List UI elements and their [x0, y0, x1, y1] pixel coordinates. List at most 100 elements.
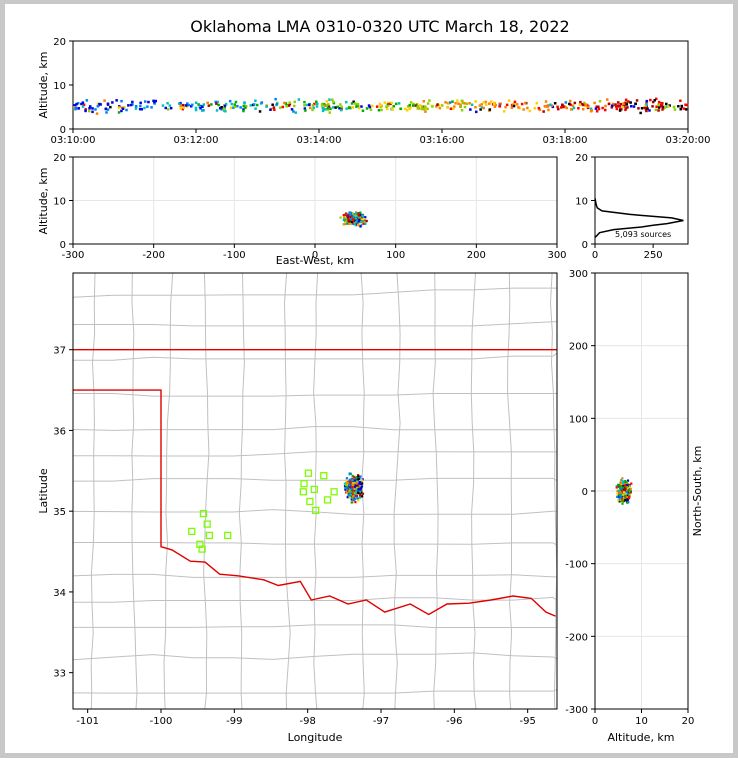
source-point [624, 98, 628, 102]
source-point [459, 104, 462, 108]
source-point [431, 105, 434, 108]
source-point [615, 107, 619, 111]
source-point [350, 221, 353, 224]
source-point [379, 104, 383, 107]
east-west-sources [339, 211, 368, 228]
source-point [352, 477, 355, 481]
source-point [607, 102, 611, 106]
source-point [357, 106, 361, 110]
east-west-panel: -300 -200 -100 0 100 200 300 0 10 20 East-West, k… [37, 153, 567, 267]
source-point [357, 474, 360, 477]
time-tick-label: 03:12:00 [174, 135, 219, 146]
county-line [72, 509, 557, 515]
source-point [377, 109, 381, 112]
source-point [595, 105, 598, 108]
source-point [355, 484, 359, 487]
source-point [345, 212, 348, 215]
source-point [353, 102, 357, 105]
source-point [380, 108, 383, 112]
source-point [359, 481, 362, 484]
source-point [326, 106, 330, 110]
source-point [535, 101, 538, 105]
north-south-ylabel: North-South, km [691, 446, 704, 537]
source-point [84, 108, 87, 111]
source-point [680, 104, 683, 108]
source-point [406, 105, 410, 108]
source-point [348, 496, 351, 499]
source-point [512, 104, 516, 108]
source-point [383, 101, 386, 104]
source-point [186, 102, 189, 105]
source-point [219, 107, 222, 110]
source-point [228, 99, 232, 103]
source-point [568, 102, 571, 106]
source-point [601, 106, 604, 110]
source-point [358, 214, 361, 217]
source-point [343, 218, 346, 221]
source-point [311, 104, 315, 107]
source-point [269, 108, 272, 111]
source-point [627, 492, 630, 495]
oklahoma-state-boundary [73, 389, 556, 617]
source-point [127, 104, 130, 107]
source-point [161, 104, 165, 107]
source-point [619, 491, 622, 494]
north-south-tick-label: 300 [569, 269, 588, 280]
source-point [682, 107, 686, 110]
north-south-tick-label: 100 [569, 414, 588, 425]
source-point [332, 101, 336, 105]
source-point [232, 106, 235, 109]
source-point [449, 107, 453, 110]
source-point [628, 485, 631, 488]
source-point [625, 481, 628, 484]
source-point [348, 213, 351, 216]
source-point [361, 482, 364, 485]
source-point [96, 102, 100, 106]
source-point [665, 105, 669, 108]
altitude-tick-label: 10 [53, 197, 66, 208]
station-marker [304, 469, 313, 477]
north-south-tick-label: 200 [569, 342, 588, 353]
source-point [134, 105, 138, 108]
source-point [290, 108, 294, 111]
source-point [617, 101, 620, 104]
north-south-tick-label: -200 [565, 632, 588, 643]
source-point [627, 488, 630, 491]
source-point [620, 483, 623, 486]
source-point [405, 109, 409, 112]
source-point [356, 487, 359, 490]
source-point [329, 107, 332, 111]
source-point [217, 103, 220, 107]
source-point [168, 104, 172, 107]
source-point [544, 105, 547, 108]
source-point [352, 215, 355, 218]
source-point [620, 493, 623, 496]
source-point [502, 110, 506, 113]
altitude-histogram-line [594, 198, 684, 239]
source-point [351, 477, 354, 480]
source-point [216, 100, 219, 104]
source-point [620, 481, 623, 484]
source-point [365, 219, 368, 223]
source-point [361, 492, 365, 495]
source-point [316, 102, 319, 105]
source-point [583, 101, 586, 105]
source-point [604, 108, 607, 112]
source-point [367, 104, 371, 107]
longitude-tick-label: -95 [519, 716, 535, 727]
source-point [351, 216, 354, 219]
source-point [271, 103, 274, 106]
source-point [573, 101, 577, 105]
source-point [565, 106, 569, 110]
source-point [365, 107, 369, 110]
source-point [628, 496, 631, 499]
source-point [153, 102, 156, 105]
source-point [357, 481, 360, 484]
source-point [224, 110, 227, 113]
source-point [272, 106, 276, 109]
source-point [152, 99, 155, 103]
source-point [363, 220, 366, 223]
source-point [480, 106, 484, 109]
source-point [134, 107, 138, 110]
source-point [399, 107, 403, 111]
